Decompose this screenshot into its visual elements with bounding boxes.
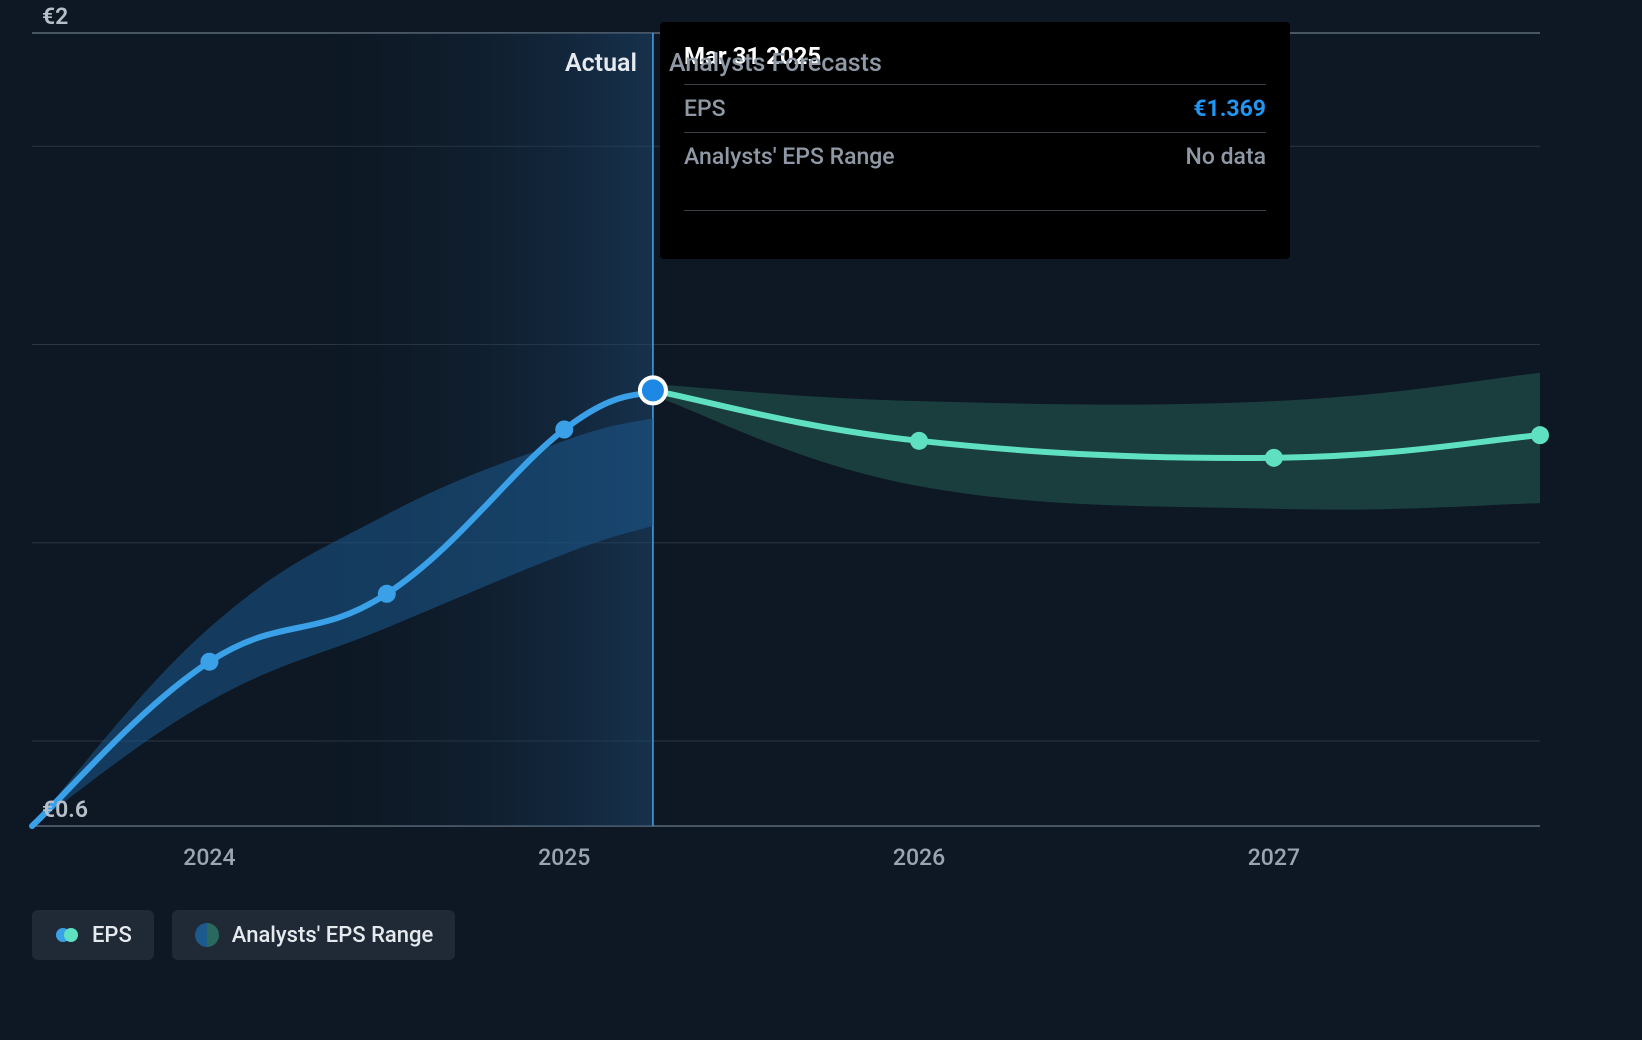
tooltip-row-label: Analysts' EPS Range [684, 143, 895, 170]
x-axis-label: 2027 [1248, 844, 1300, 871]
legend-item-label: Analysts' EPS Range [232, 923, 433, 948]
legend-dots-icon [54, 922, 80, 948]
x-axis-label: 2026 [893, 844, 945, 871]
tooltip-row: EPS €1.369 [684, 84, 1266, 132]
zone-label-actual: Actual [565, 49, 637, 78]
legend-item[interactable]: EPS [32, 910, 154, 960]
tooltip-row-value: No data [1186, 143, 1267, 170]
chart-legend: EPS Analysts' EPS Range [32, 910, 455, 960]
y-axis-label: €0.6 [42, 796, 88, 823]
legend-item[interactable]: Analysts' EPS Range [172, 910, 455, 960]
tooltip-row: Analysts' EPS Range No data [684, 132, 1266, 180]
legend-range-icon [194, 922, 220, 948]
zone-label-forecast: Analysts Forecasts [669, 49, 882, 78]
tooltip-row-label: EPS [684, 95, 726, 122]
tooltip-row-value: €1.369 [1193, 95, 1266, 122]
y-axis-label: €2 [42, 3, 68, 30]
x-axis-label: 2025 [538, 844, 590, 871]
legend-item-label: EPS [92, 923, 132, 948]
x-axis-label: 2024 [183, 844, 235, 871]
eps-forecast-chart[interactable]: Mar 31 2025 EPS€1.369Analysts' EPS Range… [0, 0, 1642, 1040]
